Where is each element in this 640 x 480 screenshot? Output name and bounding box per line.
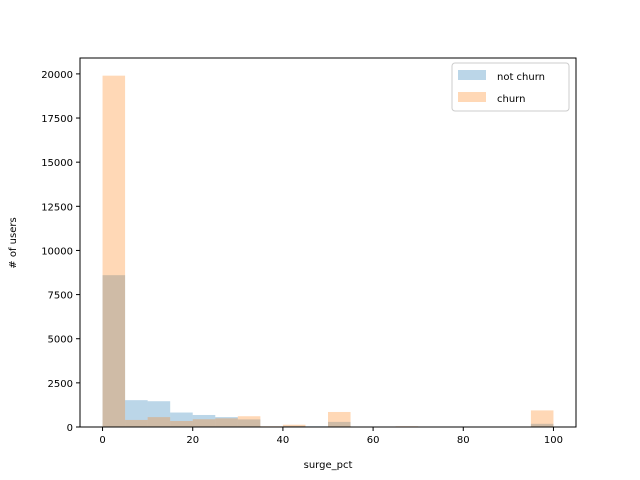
y-tick-label: 7500 — [48, 291, 73, 302]
y-axis-label: # of users — [8, 217, 19, 268]
bar-churn-5 — [215, 418, 238, 427]
legend-swatch-not-churn — [458, 70, 486, 80]
bar-not-churn-0 — [102, 275, 126, 427]
x-axis: 0 20 40 60 80 100 — [99, 427, 563, 446]
y-tick-label: 2500 — [48, 379, 73, 390]
bar-churn-4 — [192, 419, 216, 427]
legend-swatch-churn — [458, 92, 486, 102]
x-axis-label: surge_pct — [304, 460, 353, 471]
bar-not-churn-5 — [215, 417, 238, 427]
bar-churn-10 — [328, 411, 351, 427]
y-tick-label: 0 — [67, 423, 73, 434]
bar-not-churn-1 — [125, 400, 148, 427]
bar-not-churn-19 — [530, 423, 554, 427]
bar-not-churn-10 — [328, 421, 351, 427]
legend-label-not-churn: not churn — [497, 72, 545, 83]
legend-label-churn: churn — [497, 94, 525, 105]
legend: not churn churn — [451, 62, 570, 112]
bar-churn-1 — [125, 419, 148, 427]
y-tick-label: 12500 — [41, 202, 73, 213]
y-tick-label: 5000 — [48, 335, 73, 346]
y-tick-label: 10000 — [41, 246, 73, 257]
plot-frame — [79, 57, 577, 428]
bars-layer — [102, 75, 554, 427]
x-tick-label: 0 — [99, 435, 105, 446]
y-tick-label: 20000 — [41, 70, 73, 81]
x-tick-label: 80 — [457, 435, 470, 446]
legend-frame — [451, 62, 570, 112]
bar-not-churn-3 — [170, 412, 193, 427]
x-tick-label: 60 — [367, 435, 380, 446]
bar-churn-8 — [282, 424, 306, 427]
bar-not-churn-6 — [237, 419, 261, 427]
bar-churn-0 — [102, 75, 126, 427]
y-axis: 0 2500 5000 7500 10000 12500 15000 17500 20000 — [41, 70, 80, 434]
x-tick-label: 20 — [186, 435, 199, 446]
bar-not-churn-2 — [147, 401, 171, 427]
bar-churn-3 — [170, 420, 193, 427]
y-tick-label: 17500 — [41, 114, 73, 125]
bar-churn-2 — [147, 417, 171, 427]
bar-churn-19 — [530, 410, 554, 427]
bar-not-churn-8 — [282, 425, 306, 427]
bar-churn-6 — [237, 416, 261, 427]
bar-not-churn-4 — [192, 414, 216, 427]
x-tick-label: 40 — [277, 435, 290, 446]
y-tick-label: 15000 — [41, 158, 73, 169]
x-tick-label: 100 — [544, 435, 563, 446]
